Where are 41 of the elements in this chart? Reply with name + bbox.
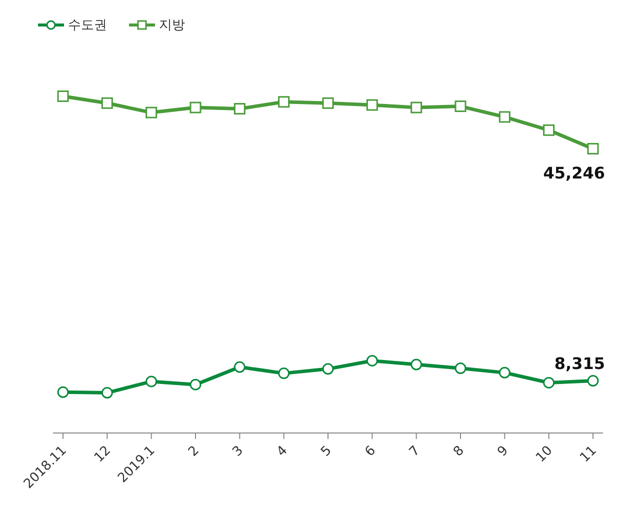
point <box>587 142 599 154</box>
point <box>101 97 113 109</box>
point <box>278 368 290 380</box>
point <box>454 100 466 112</box>
legend-label: 지방 <box>158 17 185 34</box>
point <box>57 90 69 102</box>
x-tick-label: 7 <box>406 443 424 460</box>
point <box>543 124 555 136</box>
point <box>101 387 113 399</box>
point <box>410 358 422 370</box>
point <box>146 376 158 388</box>
point <box>190 378 202 390</box>
point <box>278 96 290 108</box>
point <box>190 102 202 114</box>
point <box>322 363 334 375</box>
x-tick-label: 8 <box>450 443 468 460</box>
point <box>366 354 378 366</box>
x-tick-label: 4 <box>274 443 291 460</box>
point <box>57 386 69 398</box>
point <box>234 103 246 115</box>
point <box>543 376 555 388</box>
x-tick-label: 11 <box>578 443 600 466</box>
point <box>410 102 422 114</box>
point <box>498 111 510 123</box>
point <box>146 106 158 118</box>
x-tick-label: 3 <box>230 443 246 460</box>
point <box>322 97 334 109</box>
x-tick-label: 2 <box>186 443 202 460</box>
x-tick-label: 9 <box>495 443 512 460</box>
x-tick-label: 6 <box>362 443 379 460</box>
data-label: 45,246 <box>543 164 605 183</box>
point <box>366 99 378 111</box>
x-tick-label: 12 <box>92 443 114 466</box>
point <box>587 375 599 387</box>
legend-label: 수도권 <box>67 17 107 34</box>
data-label: 8,315 <box>554 354 605 373</box>
point <box>498 366 510 378</box>
x-tick-label: 10 <box>533 443 556 466</box>
x-tick-label: 5 <box>318 443 335 460</box>
point <box>234 361 246 373</box>
point <box>454 362 466 374</box>
